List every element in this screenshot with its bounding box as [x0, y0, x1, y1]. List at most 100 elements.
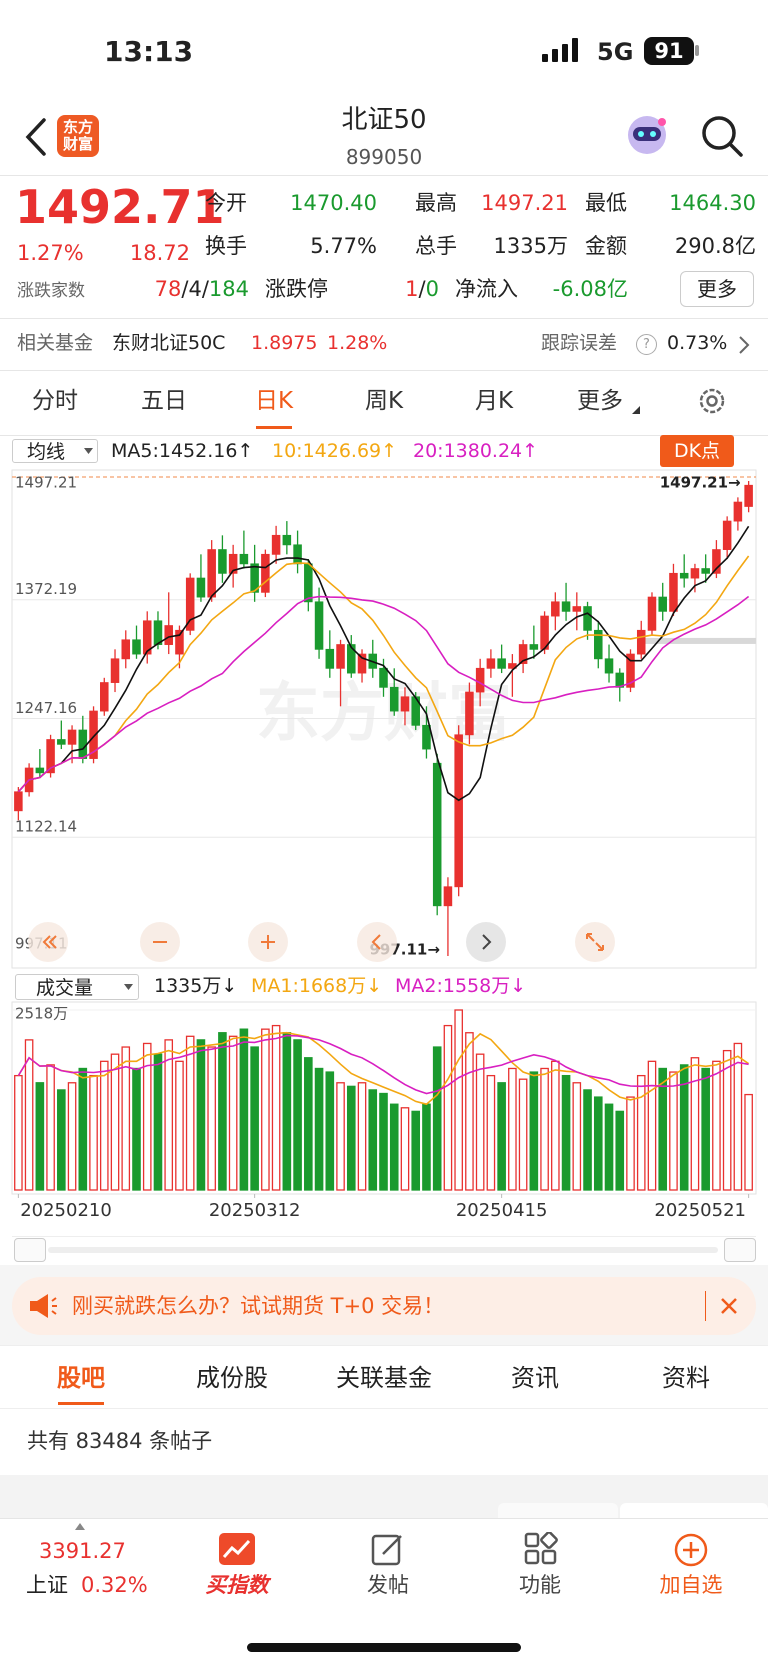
- volume-bar: [389, 1103, 399, 1191]
- sub-tab[interactable]: 关联基金: [336, 1364, 432, 1392]
- candle-body: [722, 520, 732, 550]
- candle-body: [744, 484, 753, 507]
- scroll-handle-left[interactable]: [14, 1238, 46, 1262]
- fund-name: 东财北证50C: [112, 332, 226, 354]
- volume-bar: [647, 1060, 657, 1191]
- close-icon[interactable]: [720, 1297, 738, 1315]
- candle-body: [604, 658, 614, 674]
- nav-item[interactable]: 加自选: [659, 1573, 723, 1597]
- candle-body: [379, 667, 388, 688]
- y-tick-label: 1247.16: [15, 699, 77, 717]
- robot-icon[interactable]: [624, 112, 670, 158]
- dropdown-caret: [84, 448, 93, 454]
- stat-label: 净流入: [455, 277, 518, 301]
- candle-body: [196, 577, 206, 598]
- sub-tab[interactable]: 资料: [662, 1364, 710, 1392]
- volume-bar: [78, 1067, 88, 1191]
- volume-bar: [35, 1082, 45, 1191]
- volume-bar: [207, 1046, 216, 1191]
- candle-body: [529, 644, 539, 650]
- candle-body: [207, 549, 216, 598]
- ctl-next: [466, 922, 506, 962]
- candle-body: [594, 629, 603, 660]
- volume-bar: [57, 1089, 66, 1191]
- period-tab[interactable]: 五日: [141, 388, 187, 414]
- ma10-line: [17, 555, 750, 793]
- sub-tab-active[interactable]: 股吧: [57, 1364, 105, 1392]
- dk-button[interactable]: DK点: [660, 435, 734, 467]
- settings-icon[interactable]: [697, 386, 727, 416]
- back-button[interactable]: [24, 118, 48, 156]
- volume-bar: [475, 1053, 485, 1191]
- period-tab[interactable]: 更多: [577, 388, 623, 414]
- period-tab[interactable]: 月K: [474, 388, 514, 414]
- candle-body: [336, 644, 345, 669]
- volume-bar: [400, 1107, 410, 1191]
- volume-bar: [497, 1082, 506, 1191]
- tracking-value: 0.73%: [667, 332, 728, 354]
- volume-bar: [142, 1042, 152, 1191]
- nav-item-active[interactable]: 买指数: [205, 1573, 269, 1597]
- period-tab[interactable]: 分时: [32, 388, 78, 414]
- logo[interactable]: 东方 财富: [57, 115, 99, 157]
- scroll-handle-right[interactable]: [724, 1238, 756, 1262]
- volume-selector[interactable]: 成交量: [15, 974, 139, 1000]
- ma5-line: [17, 525, 750, 802]
- stat-label: 金额: [585, 234, 627, 258]
- volume-bar: [357, 1082, 367, 1191]
- index-name: 上证: [26, 1573, 68, 1597]
- candle-body: [14, 791, 23, 812]
- volume-bar: [604, 1103, 614, 1191]
- volume-bar: [110, 1053, 120, 1191]
- volume-bar: [314, 1067, 324, 1191]
- ma5-label: MA5:1452.16↑: [111, 440, 254, 462]
- search-icon[interactable]: [700, 114, 744, 158]
- flat-count: 4: [188, 277, 202, 301]
- sub-tab[interactable]: 资讯: [511, 1364, 559, 1392]
- ma20-line: [17, 595, 750, 793]
- candle-body: [561, 601, 571, 612]
- nav-item[interactable]: 发帖: [367, 1573, 409, 1597]
- candle-body: [35, 767, 45, 774]
- volume-bar: [551, 1060, 560, 1191]
- sub-tab[interactable]: 成份股: [196, 1364, 268, 1392]
- volume-bar: [658, 1067, 668, 1191]
- nav-item[interactable]: 功能: [519, 1573, 561, 1597]
- candle-body: [89, 710, 98, 759]
- volume-bar: [443, 1024, 453, 1191]
- more-button[interactable]: 更多: [680, 271, 754, 307]
- candle-body: [46, 739, 55, 774]
- battery-tip: [695, 45, 699, 56]
- stat-value: 1470.40: [290, 191, 377, 215]
- period-tab[interactable]: 周K: [364, 388, 404, 414]
- candle-body: [57, 739, 66, 745]
- stat-value: 1497.21: [481, 191, 568, 215]
- limit: 1/0: [405, 279, 439, 300]
- volume-bar: [89, 1074, 98, 1191]
- volume-bar: [185, 1035, 195, 1191]
- home-indicator: [247, 1643, 521, 1652]
- candle-body: [454, 734, 463, 888]
- volume-bar: [733, 1042, 743, 1191]
- help-icon[interactable]: ?: [636, 334, 657, 355]
- candle-body: [701, 568, 710, 574]
- stat-value: 1335万: [493, 234, 568, 258]
- candle-body: [712, 549, 721, 574]
- support-band: [640, 637, 756, 644]
- stat-label: 换手: [205, 234, 247, 258]
- ad-banner[interactable]: 刚买就跌怎么办？试试期货 T+0 交易！: [12, 1277, 756, 1335]
- volume-current: 1335万↓: [154, 975, 238, 997]
- scrollbar: [12, 1236, 756, 1262]
- chevron[interactable]: [738, 335, 750, 355]
- divider: [0, 175, 768, 176]
- candle-body: [261, 553, 270, 593]
- banner-text: 刚买就跌怎么办？试试期货 T+0 交易！: [72, 1294, 445, 1318]
- period-tab-active[interactable]: 日K: [254, 388, 294, 414]
- volume-bar: [593, 1096, 603, 1191]
- fund-price: 1.8975: [251, 332, 318, 354]
- add-icon: [674, 1533, 708, 1567]
- stat-label: 涨跌停: [265, 277, 328, 301]
- ma-selector[interactable]: 均线: [12, 439, 98, 463]
- bottom-nav: 3391.27 上证 0.32% 买指数 发帖 功能 加自选: [0, 1518, 768, 1665]
